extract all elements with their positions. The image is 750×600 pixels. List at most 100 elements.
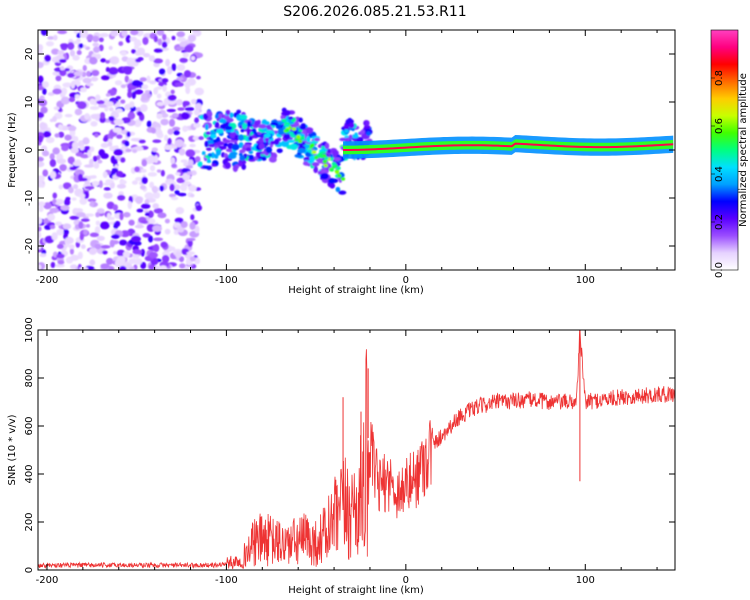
noise-speckle bbox=[144, 90, 150, 94]
echo-speckle bbox=[236, 109, 242, 114]
echo-speckle bbox=[218, 118, 227, 124]
noise-speckle bbox=[129, 101, 135, 108]
noise-speckle bbox=[100, 263, 110, 269]
noise-speckle bbox=[132, 149, 138, 154]
noise-speckle bbox=[189, 143, 196, 148]
noise-speckle bbox=[167, 128, 174, 135]
noise-speckle bbox=[69, 129, 76, 137]
echo-speckle bbox=[240, 129, 245, 133]
noise-speckle bbox=[99, 112, 106, 120]
noise-speckle bbox=[139, 77, 147, 82]
noise-speckle bbox=[90, 76, 99, 82]
echo-speckle bbox=[333, 157, 342, 162]
noise-speckle bbox=[169, 193, 176, 198]
noise-speckle bbox=[49, 207, 59, 214]
noise-speckle bbox=[171, 63, 177, 72]
noise-speckle bbox=[146, 75, 151, 83]
echo-bright bbox=[324, 156, 329, 161]
echo-speckle bbox=[324, 170, 329, 174]
noise-speckle bbox=[69, 49, 76, 57]
noise-speckle bbox=[105, 67, 110, 73]
echo-speckle bbox=[277, 128, 286, 136]
noise-speckle bbox=[72, 55, 80, 61]
noise-speckle bbox=[119, 212, 124, 221]
echo-speckle bbox=[306, 136, 311, 143]
snr-x-label: Height of straight line (km) bbox=[288, 585, 424, 596]
noise-speckle bbox=[44, 54, 51, 62]
noise-speckle bbox=[178, 256, 185, 263]
noise-speckle bbox=[57, 260, 65, 265]
noise-speckle bbox=[171, 35, 176, 41]
echo-speckle bbox=[204, 123, 209, 131]
echo-speckle bbox=[280, 140, 290, 148]
snr-series-line bbox=[38, 330, 675, 570]
noise-speckle bbox=[90, 121, 98, 127]
echo-bright bbox=[285, 128, 290, 133]
noise-speckle bbox=[58, 131, 65, 138]
noise-speckle bbox=[111, 234, 120, 239]
noise-speckle bbox=[58, 124, 63, 131]
noise-speckle bbox=[87, 149, 92, 158]
noise-speckle bbox=[55, 221, 62, 226]
noise-speckle bbox=[96, 235, 105, 241]
noise-speckle bbox=[184, 106, 195, 112]
noise-speckle bbox=[38, 175, 45, 182]
echo-speckle bbox=[223, 142, 228, 147]
noise-speckle bbox=[38, 75, 44, 84]
noise-speckle bbox=[72, 141, 79, 150]
echo-speckle bbox=[255, 151, 261, 158]
noise-speckle bbox=[134, 258, 143, 265]
noise-speckle bbox=[152, 139, 162, 144]
noise-speckle bbox=[89, 146, 95, 152]
echo-speckle bbox=[215, 149, 221, 156]
spectrogram-marks bbox=[38, 30, 674, 270]
noise-speckle bbox=[82, 137, 90, 145]
noise-speckle bbox=[154, 129, 163, 136]
noise-speckle bbox=[71, 197, 77, 201]
noise-speckle bbox=[164, 218, 170, 224]
noise-speckle bbox=[94, 243, 102, 250]
noise-speckle bbox=[60, 205, 70, 211]
echo-speckle bbox=[218, 145, 227, 150]
noise-speckle bbox=[189, 193, 195, 198]
noise-speckle bbox=[186, 171, 193, 176]
noise-speckle bbox=[98, 180, 103, 189]
noise-speckle bbox=[47, 92, 55, 96]
spectrogram-y-tick-label: -20 bbox=[24, 238, 35, 254]
noise-speckle bbox=[52, 147, 60, 155]
noise-speckle bbox=[54, 133, 60, 138]
noise-speckle bbox=[86, 34, 94, 41]
noise-speckle bbox=[79, 197, 88, 205]
carrier-band-core bbox=[343, 142, 674, 151]
noise-speckle bbox=[106, 212, 112, 221]
echo-speckle bbox=[254, 120, 260, 127]
noise-speckle bbox=[38, 61, 44, 69]
echo-speckle bbox=[229, 151, 238, 156]
echo-speckle bbox=[234, 134, 240, 141]
noise-speckle bbox=[173, 222, 181, 227]
noise-speckle bbox=[144, 212, 150, 217]
noise-speckle bbox=[92, 35, 100, 43]
noise-speckle bbox=[178, 148, 186, 156]
noise-speckle bbox=[160, 118, 169, 126]
snr-y-label: SNR (10 * v/v) bbox=[7, 414, 18, 485]
noise-speckle bbox=[182, 100, 191, 107]
noise-speckle bbox=[95, 211, 100, 218]
echo-speckle bbox=[224, 161, 231, 169]
noise-speckle bbox=[177, 192, 187, 197]
snr-y-tick-label: 0 bbox=[24, 567, 35, 573]
noise-speckle bbox=[62, 82, 73, 88]
noise-speckle bbox=[43, 202, 52, 210]
noise-speckle bbox=[131, 235, 141, 243]
noise-speckle bbox=[175, 207, 185, 215]
noise-speckle bbox=[190, 214, 195, 221]
echo-bright bbox=[331, 165, 337, 169]
noise-speckle bbox=[89, 259, 96, 266]
noise-speckle bbox=[79, 177, 88, 182]
echo-speckle bbox=[246, 128, 251, 136]
noise-speckle bbox=[74, 94, 80, 99]
noise-speckle bbox=[49, 170, 57, 179]
noise-speckle bbox=[146, 93, 152, 99]
echo-speckle bbox=[314, 137, 321, 142]
